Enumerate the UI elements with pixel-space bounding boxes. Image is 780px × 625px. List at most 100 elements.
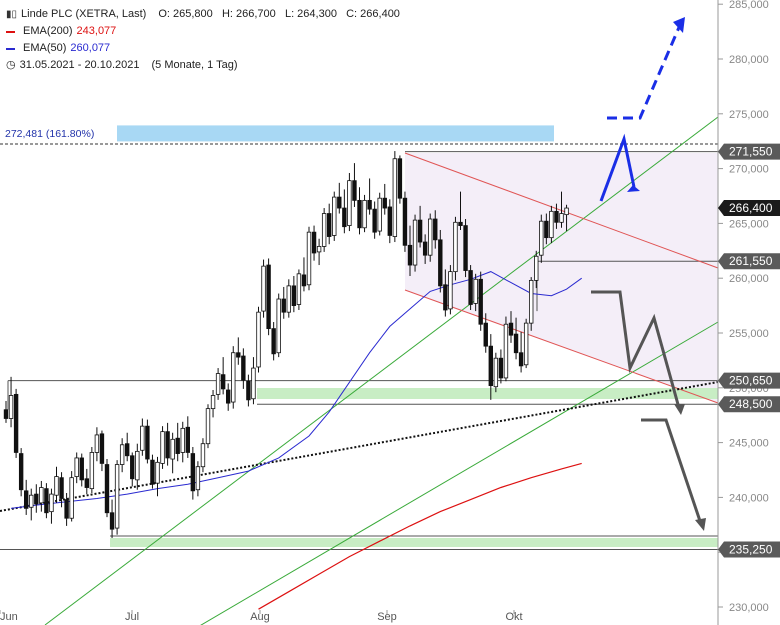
price-tag-bg: [718, 396, 780, 413]
candle-body: [483, 322, 488, 347]
candle-body: [523, 322, 529, 366]
last-price-tag-bg: [718, 200, 780, 217]
last-price-tag-text: 266,400: [729, 201, 773, 215]
candle-body: [382, 197, 387, 209]
ema200-line: [258, 462, 582, 610]
candle-body: [34, 493, 39, 505]
candle-body: [23, 490, 29, 509]
date-range: 31.05.2021 - 20.10.2021: [19, 59, 140, 71]
y-tick-label: 255,000: [729, 328, 769, 340]
candle-body: [39, 487, 44, 504]
y-tick-label: 275,000: [729, 109, 769, 121]
candle-body: [433, 218, 438, 241]
candle-body: [54, 476, 59, 496]
period-note: (5 Monate, 1 Tag): [151, 59, 238, 71]
candle-body: [79, 457, 84, 481]
candle-body: [135, 450, 140, 481]
candle-body: [99, 433, 105, 464]
candle-body: [488, 345, 493, 387]
candle-body: [503, 323, 509, 379]
forecast-arrowhead-down-2: [695, 518, 706, 531]
y-tick-label: 270,000: [729, 164, 769, 176]
candle-body: [266, 264, 271, 330]
candle-body: [564, 207, 569, 216]
price-tag-bg: [718, 253, 780, 270]
candle-body: [241, 355, 246, 381]
ema200-swatch: [6, 30, 15, 33]
forecast-arrowhead: [627, 185, 640, 192]
candle-body: [291, 285, 297, 307]
candle-body: [261, 265, 266, 312]
candle-body: [559, 213, 564, 223]
candle-body: [493, 357, 499, 388]
candle-body: [427, 218, 433, 256]
ema50-label: EMA(50): [23, 42, 67, 54]
candle-body: [513, 333, 519, 354]
candle-body: [281, 298, 286, 313]
candle-body: [342, 207, 347, 228]
candle-body: [443, 284, 448, 311]
y-tick-label: 265,000: [729, 218, 769, 230]
candle-body: [69, 477, 74, 519]
candles: [3, 151, 569, 538]
candle-body: [205, 408, 211, 445]
candle-body: [145, 425, 150, 460]
price-tag-text: 271,550: [729, 145, 773, 159]
candle-body: [175, 437, 180, 454]
candle-body: [140, 425, 145, 451]
candle-body: [246, 380, 251, 401]
candle-body: [170, 438, 175, 460]
candle-body: [44, 488, 49, 514]
price-tags: 271,550 261,550 250,650 248,500 235,250 266,4…: [718, 143, 780, 558]
y-tick-label: 240,000: [729, 492, 769, 504]
candle-body: [150, 459, 155, 485]
candle-body: [448, 271, 453, 310]
chart-plot-area: 272,481 (161.80%): [0, 17, 719, 625]
ema50-line: [11, 271, 582, 509]
chart-legend: ▮▯ Linde PLC (XETRA, Last) O: 265,800 H:…: [6, 6, 400, 74]
candle-body: [549, 210, 554, 239]
instrument-name: Linde PLC (XETRA, Last): [21, 8, 147, 20]
candle-body: [119, 444, 125, 465]
candle-body: [296, 273, 302, 305]
candle-body: [311, 231, 317, 254]
candle-body: [236, 352, 241, 358]
candle-body: [109, 512, 115, 530]
candle-body: [195, 466, 201, 491]
candle-body: [372, 208, 377, 233]
candle-body: [130, 455, 135, 480]
candle-body: [316, 246, 322, 253]
uptrend-line-flat: [200, 321, 719, 625]
price-tag-bg: [718, 372, 780, 389]
candle-body: [301, 274, 307, 287]
candle-body: [84, 478, 89, 488]
candle-body: [417, 219, 423, 243]
ema200-value: 243,077: [76, 25, 117, 37]
forecast-path-target: [607, 24, 682, 120]
candle-body: [544, 220, 549, 239]
ohlc-values: O: 265,800 H: 266,700 L: 264,300 C: 266,…: [158, 8, 400, 20]
candle-body: [256, 311, 261, 368]
candle-body: [155, 461, 160, 484]
candle-body: [210, 395, 216, 410]
forecast-path-down-2: [641, 418, 703, 525]
ema50-value: 260,077: [70, 42, 111, 54]
candle-body: [321, 213, 327, 247]
candle-body: [367, 199, 372, 210]
x-tick-label: Aug: [250, 611, 270, 623]
candle-body: [185, 426, 190, 453]
x-tick-label: Jun: [0, 611, 18, 623]
support-zone-upper: [257, 388, 718, 399]
candle-body: [276, 298, 281, 354]
candle-body: [463, 225, 468, 271]
price-tag-text: 261,550: [729, 254, 773, 268]
candle-body: [468, 270, 473, 305]
forecast-arrowhead-target: [673, 17, 685, 33]
candle-body: [286, 285, 291, 313]
price-tag-text: 248,500: [729, 397, 773, 411]
candle-body: [180, 427, 185, 453]
fib-extension-zone: [117, 125, 554, 142]
candle-body: [13, 393, 19, 453]
candle-body: [337, 196, 342, 209]
